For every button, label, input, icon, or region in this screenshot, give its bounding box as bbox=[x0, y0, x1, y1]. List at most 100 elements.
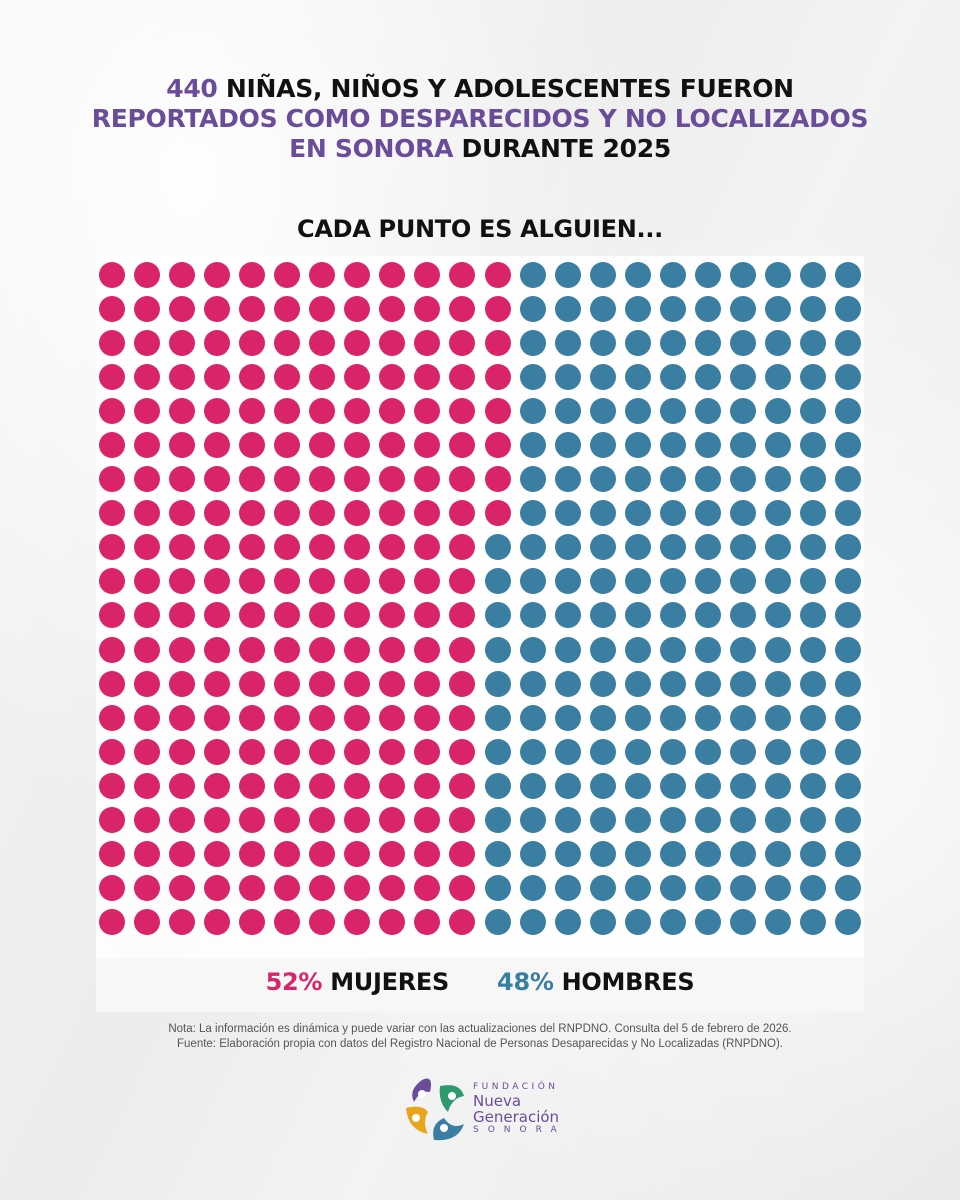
dot-male bbox=[589, 670, 616, 697]
dot-male bbox=[694, 738, 721, 765]
dot-female bbox=[344, 874, 371, 901]
dot-male bbox=[694, 602, 721, 629]
dot-male bbox=[624, 296, 651, 323]
dot-male bbox=[764, 262, 791, 288]
dot-male bbox=[694, 296, 721, 323]
dot-male bbox=[484, 738, 511, 765]
dot-female bbox=[414, 432, 441, 459]
dot-male bbox=[764, 738, 791, 765]
dot-female bbox=[309, 908, 336, 935]
dot-male bbox=[659, 874, 686, 901]
dot-male bbox=[694, 874, 721, 901]
dot-female bbox=[99, 636, 125, 663]
dot-female bbox=[414, 636, 441, 663]
dot-female bbox=[239, 738, 266, 765]
dot-female bbox=[204, 670, 231, 697]
dot-female bbox=[309, 772, 336, 799]
dot-female bbox=[134, 874, 161, 901]
dot-male bbox=[694, 398, 721, 425]
dot-female bbox=[134, 330, 161, 357]
dot-female bbox=[169, 296, 196, 323]
dot-male bbox=[729, 636, 756, 663]
dot-male bbox=[484, 874, 511, 901]
dot-male bbox=[659, 534, 686, 561]
dot-female bbox=[204, 432, 231, 459]
dot-male bbox=[554, 772, 581, 799]
dot-female bbox=[414, 704, 441, 731]
dot-female bbox=[449, 772, 476, 799]
dot-male bbox=[519, 364, 546, 391]
dot-male bbox=[589, 296, 616, 323]
dot-male bbox=[554, 296, 581, 323]
dot-female bbox=[309, 670, 336, 697]
dot-male bbox=[589, 398, 616, 425]
dot-male bbox=[729, 908, 756, 935]
dot-female bbox=[379, 466, 406, 493]
dot-male bbox=[519, 432, 546, 459]
dot-male bbox=[694, 262, 721, 288]
dot-male bbox=[659, 466, 686, 493]
dot-male bbox=[484, 806, 511, 833]
dot-male bbox=[519, 874, 546, 901]
dot-female bbox=[484, 466, 511, 493]
dot-male bbox=[694, 840, 721, 867]
dot-female bbox=[134, 432, 161, 459]
dot-female bbox=[379, 636, 406, 663]
dot-male bbox=[764, 466, 791, 493]
dot-male bbox=[554, 262, 581, 288]
dot-female bbox=[204, 466, 231, 493]
dot-female bbox=[344, 568, 371, 595]
dot-female bbox=[379, 738, 406, 765]
dot-male bbox=[764, 500, 791, 527]
dot-female bbox=[274, 840, 301, 867]
dot-male bbox=[659, 704, 686, 731]
dot-female bbox=[449, 296, 476, 323]
dot-female bbox=[414, 602, 441, 629]
dot-female bbox=[344, 330, 371, 357]
dot-male bbox=[799, 772, 826, 799]
dot-female bbox=[274, 534, 301, 561]
dot-female bbox=[99, 568, 125, 595]
dot-male bbox=[694, 364, 721, 391]
dot-male bbox=[519, 602, 546, 629]
dot-female bbox=[449, 500, 476, 527]
dot-female bbox=[414, 262, 441, 288]
dot-female bbox=[239, 262, 266, 288]
dot-female bbox=[204, 330, 231, 357]
dot-female bbox=[484, 500, 511, 527]
dot-female bbox=[449, 364, 476, 391]
dot-male bbox=[554, 704, 581, 731]
dot-male bbox=[484, 704, 511, 731]
dot-male bbox=[554, 398, 581, 425]
dot-male bbox=[624, 330, 651, 357]
dot-female bbox=[134, 908, 161, 935]
dot-male bbox=[624, 432, 651, 459]
dot-female bbox=[484, 296, 511, 323]
dot-male bbox=[729, 670, 756, 697]
dot-male bbox=[589, 602, 616, 629]
dot-male bbox=[589, 330, 616, 357]
dot-male bbox=[519, 670, 546, 697]
dot-male bbox=[554, 636, 581, 663]
dot-male bbox=[729, 738, 756, 765]
dot-male bbox=[799, 636, 826, 663]
dot-male bbox=[799, 364, 826, 391]
dot-male bbox=[589, 874, 616, 901]
dot-male bbox=[554, 806, 581, 833]
dot-male bbox=[729, 466, 756, 493]
dot-female bbox=[484, 398, 511, 425]
dot-male bbox=[694, 772, 721, 799]
dot-female bbox=[484, 364, 511, 391]
dot-female bbox=[99, 840, 125, 867]
dot-male bbox=[799, 874, 826, 901]
dot-male bbox=[554, 568, 581, 595]
dot-male bbox=[694, 670, 721, 697]
dot-male bbox=[834, 568, 861, 595]
dot-male bbox=[589, 568, 616, 595]
dot-female bbox=[274, 908, 301, 935]
dot-female bbox=[344, 738, 371, 765]
dot-female bbox=[239, 772, 266, 799]
dot-female bbox=[414, 500, 441, 527]
dot-male bbox=[589, 262, 616, 288]
dot-male bbox=[519, 840, 546, 867]
